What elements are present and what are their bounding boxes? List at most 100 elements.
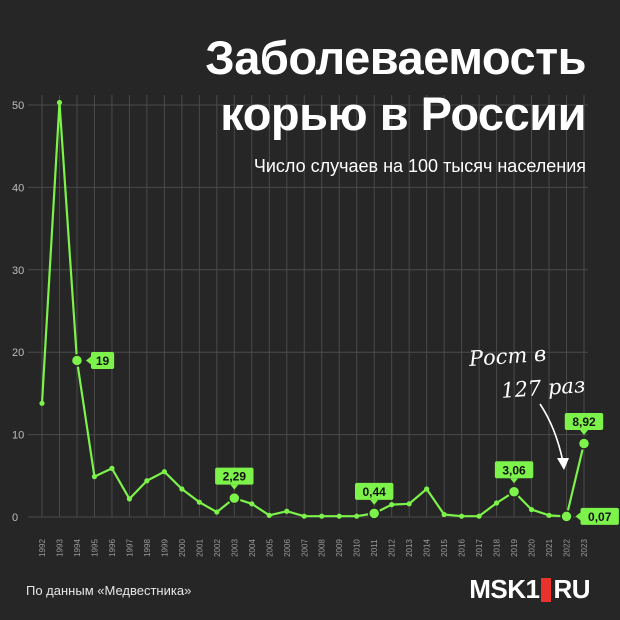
data-point — [336, 513, 342, 519]
data-label-box — [90, 351, 115, 369]
data-point — [214, 509, 220, 515]
highlight-point — [560, 510, 573, 523]
highlight-point — [507, 485, 521, 499]
data-point — [424, 486, 430, 492]
data-point — [319, 513, 325, 519]
x-tick-label: 2006 — [283, 539, 292, 557]
x-tick-label: 2013 — [405, 539, 414, 557]
data-label: 0,44 — [363, 485, 387, 499]
data-label-box — [215, 467, 254, 485]
x-tick-label: 2019 — [510, 539, 519, 557]
highlight-point — [70, 354, 84, 367]
x-tick-label: 2021 — [545, 539, 554, 557]
x-tick-label: 2000 — [178, 539, 187, 557]
x-tick-label: 2012 — [388, 539, 397, 557]
x-tick-label: 1998 — [143, 539, 152, 557]
x-tick-label: 2008 — [318, 539, 327, 557]
data-label-box — [494, 461, 534, 479]
y-tick-label: 0 — [12, 512, 18, 524]
x-tick-label: 2001 — [195, 539, 204, 557]
data-label: 3,06 — [502, 463, 526, 477]
highlight-point — [577, 437, 591, 450]
data-label: 8,92 — [572, 415, 596, 429]
y-tick-label: 50 — [12, 100, 24, 112]
x-tick-label: 2022 — [563, 539, 572, 557]
data-point — [354, 513, 360, 519]
data-label: 0,07 — [588, 510, 612, 524]
x-tick-label: 1993 — [55, 539, 64, 557]
annotation-arrow — [539, 403, 569, 470]
data-point — [284, 508, 290, 514]
data-point — [459, 513, 465, 519]
x-tick-label: 2004 — [248, 539, 257, 557]
growth-annotation: Рост в 127 раз — [468, 334, 587, 410]
x-tick-label: 2007 — [300, 539, 309, 557]
logo: MSK1 RU — [469, 574, 590, 605]
y-tick-label: 20 — [12, 347, 24, 359]
label-pointer — [85, 356, 91, 365]
data-point — [389, 502, 395, 508]
data-point — [546, 512, 552, 518]
logo-bar-icon — [541, 577, 552, 602]
x-tick-label: 1995 — [90, 539, 99, 557]
x-tick-label: 2023 — [580, 539, 589, 557]
x-tick-label: 2016 — [458, 539, 467, 557]
data-point — [179, 486, 185, 492]
title-line-2: корью в России — [220, 87, 586, 140]
arrow-shaft — [539, 403, 564, 463]
data-label: 2,29 — [223, 470, 247, 484]
logo-text-right: RU — [553, 574, 590, 604]
data-label-box — [354, 482, 394, 500]
x-tick-label: 2009 — [335, 539, 344, 557]
source-note: По данным «Медвестника» — [26, 583, 192, 598]
y-tick-label: 30 — [12, 265, 24, 277]
x-tick-label: 2015 — [440, 539, 449, 557]
highlight-point — [228, 491, 241, 505]
data-point — [126, 496, 133, 502]
highlight-point — [367, 507, 381, 520]
data-point — [161, 469, 167, 475]
label-pointer — [510, 478, 519, 484]
x-tick-label: 1992 — [38, 539, 47, 557]
data-point — [196, 499, 202, 505]
data-point — [56, 99, 63, 106]
data-point — [266, 512, 272, 518]
label-pointer — [230, 484, 239, 490]
title-line-1: Заболеваемость — [205, 31, 586, 84]
x-tick-label: 1996 — [108, 539, 117, 557]
annotation-line-1: Рост в — [468, 341, 547, 371]
data-point — [109, 465, 115, 471]
data-point — [476, 513, 482, 519]
x-tick-label: 2020 — [528, 539, 537, 557]
x-tick-label: 2010 — [353, 539, 362, 557]
x-tick-label: 2018 — [493, 539, 502, 557]
data-label-box — [564, 412, 604, 430]
label-pointer — [575, 512, 581, 521]
data-point — [91, 474, 98, 480]
y-tick-label: 10 — [12, 430, 24, 442]
data-label-box — [580, 507, 619, 525]
x-tick-label: 2014 — [423, 539, 432, 557]
x-tick-label: 2003 — [230, 539, 239, 557]
data-point — [441, 511, 447, 518]
subtitle: Число случаев на 100 тысяч населения — [253, 156, 586, 176]
y-tick-label: 40 — [12, 182, 24, 194]
data-point — [39, 400, 45, 406]
x-tick-label: 1997 — [125, 539, 134, 557]
x-tick-label: 2005 — [265, 539, 274, 557]
x-tick-label: 1999 — [160, 539, 169, 557]
page-title: Заболеваемость корью в России — [205, 30, 586, 142]
series-line — [40, 101, 586, 518]
x-tick-label: 2017 — [475, 539, 484, 557]
label-pointer — [370, 499, 379, 505]
x-tick-label: 2011 — [370, 539, 379, 557]
data-point — [301, 513, 307, 519]
annotation-line-2: 127 раз — [500, 373, 587, 403]
data-label: 19 — [96, 354, 110, 368]
logo-text-left: MSK1 — [469, 574, 540, 604]
x-tick-label: 2002 — [213, 539, 222, 557]
data-point — [249, 501, 255, 507]
data-point — [493, 500, 500, 506]
data-point — [144, 478, 150, 484]
